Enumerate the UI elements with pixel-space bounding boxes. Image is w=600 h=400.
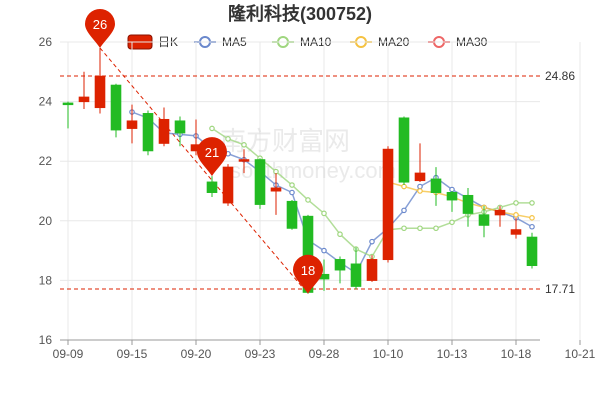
ma5-point (529, 223, 535, 230)
ma10-point (209, 125, 215, 132)
axes: 16 18 20 22 24 26 09-09 09-15 09-20 09-23 09-28 10-… (39, 35, 596, 361)
ma10-point (305, 197, 311, 203)
y-tick-label: 20 (39, 214, 53, 228)
ma5-point (417, 183, 423, 190)
y-tick-label: 18 (39, 273, 53, 287)
ma10-point (529, 200, 535, 206)
candle-body (478, 214, 490, 226)
trend-line (99, 47, 309, 295)
candles (62, 47, 538, 294)
x-tick-label: 09-23 (245, 347, 276, 361)
trend-line (99, 47, 309, 295)
marker-label: 26 (93, 17, 107, 32)
ma5-point (401, 207, 407, 214)
candle-body (366, 259, 378, 281)
candle-body (94, 75, 106, 109)
candle-body (526, 236, 538, 267)
candle-body (142, 113, 154, 152)
ma10-point (321, 210, 327, 217)
candle-body (430, 178, 442, 193)
candle-body (286, 200, 298, 229)
ma20-point (529, 215, 535, 221)
marker-pin (293, 254, 323, 294)
candle-body (126, 120, 138, 129)
marker-pin (197, 137, 227, 177)
marker-pin (85, 8, 116, 48)
ma10-point (241, 142, 247, 148)
candle-body (254, 159, 266, 205)
grid (60, 41, 581, 341)
candle-body (158, 118, 170, 144)
y-tick-label: 16 (39, 333, 53, 347)
ma10-point (401, 225, 407, 232)
candle-body (494, 209, 506, 216)
candle-body (238, 159, 250, 162)
x-tick-label: 10-21 (565, 347, 596, 361)
markers: 26 21 18 (85, 8, 323, 294)
watermark-main: 南方财富网 (220, 126, 350, 156)
marker-label: 21 (205, 145, 219, 160)
ma20-line (387, 181, 533, 219)
marker-label: 18 (301, 263, 315, 278)
ma10-point (433, 225, 439, 232)
ma10-point (289, 182, 295, 188)
x-tick-label: 09-15 (117, 347, 148, 361)
ma10-point (337, 231, 343, 238)
candle-body (270, 187, 282, 192)
y-tick-label: 24 (39, 95, 53, 109)
candle-body (398, 117, 410, 183)
candle-body (510, 229, 522, 235)
ma10-point (513, 200, 519, 206)
ma10-point (449, 219, 455, 226)
x-tick-label: 09-09 (53, 347, 84, 361)
ma10-point (225, 136, 231, 142)
candle-body (414, 172, 426, 182)
x-tick-label: 10-18 (501, 347, 532, 361)
chart-title: 隆利科技(300752) (228, 3, 372, 24)
x-tick-label: 09-20 (181, 347, 212, 361)
y-tick-label: 22 (39, 154, 53, 168)
y-tick-label: 26 (39, 35, 53, 49)
ma5-point (369, 238, 375, 245)
ma5-point (289, 189, 295, 196)
ma20-point (417, 188, 423, 194)
candle-body (462, 194, 474, 214)
candle-body (222, 166, 234, 204)
candle-body (110, 84, 122, 131)
candle-body (174, 120, 186, 134)
candle-body (446, 191, 458, 201)
candle-body (206, 181, 218, 193)
candle-body (350, 263, 362, 287)
candle-body (382, 148, 394, 261)
x-tick-label: 10-13 (437, 347, 468, 361)
reference-line-label: 17.71 (545, 282, 575, 296)
reference-line-label: 24.86 (545, 69, 575, 83)
candle-body (78, 96, 90, 103)
ma5-point (321, 247, 327, 254)
candle-body (334, 259, 346, 271)
ma10-point (417, 225, 423, 232)
reference-lines: 24.86 17.71 (60, 69, 575, 296)
x-tick-label: 09-28 (309, 347, 340, 361)
candle-body (62, 102, 74, 106)
watermark: 南方财富网 southmoney.com (220, 126, 396, 183)
ma20-point (513, 212, 519, 218)
x-tick-label: 10-10 (373, 347, 404, 361)
